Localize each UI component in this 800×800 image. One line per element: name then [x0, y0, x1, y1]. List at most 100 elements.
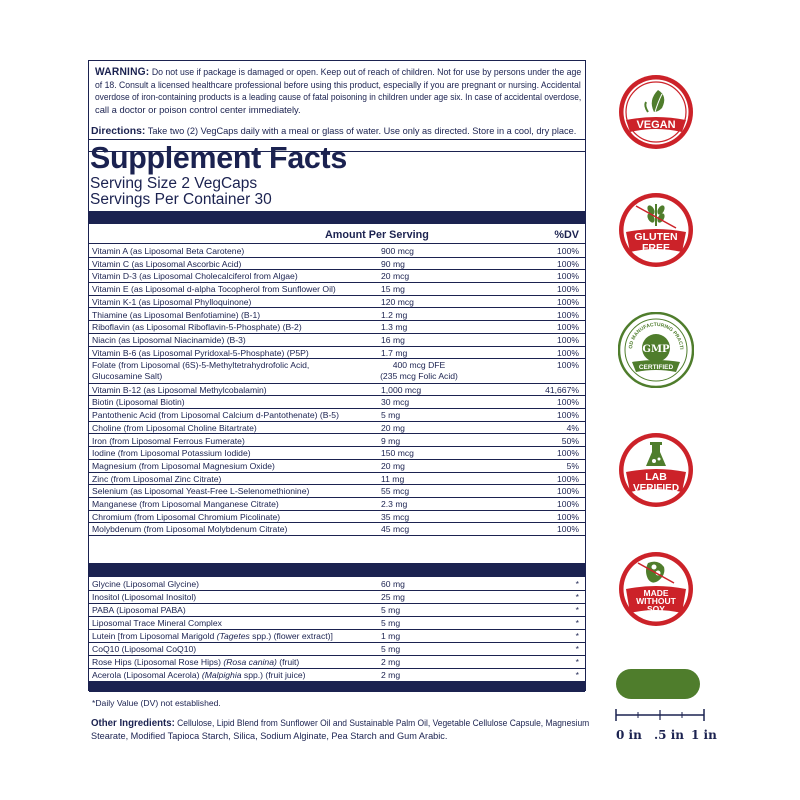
nutrient-name: Vitamin A (as Liposomal Beta Carotene): [92, 246, 245, 256]
ruler-label-0: 0 in: [616, 728, 642, 742]
warning-line-2: of 18. Consult a licensed healthcare pro…: [95, 78, 581, 90]
nutrient-name: Magnesium (from Liposomal Magnesium Oxid…: [92, 460, 275, 471]
facts-row: Niacin (as Liposomal Niacinamide) (B-3) 1…: [89, 334, 585, 347]
nutrient-amount: 5 mg: [381, 410, 401, 421]
facts-row: Inositol (Liposomal Inositol) 25 mg *: [89, 591, 585, 604]
nutrient-name: Glycine (Liposomal Glycine): [92, 579, 199, 589]
nutrient-dv: 100%: [557, 309, 579, 320]
directions: Directions: Take two (2) VegCaps daily w…: [91, 125, 587, 137]
nutrient-amount: 400 mcg DFE (235 mcg Folic Acid): [380, 360, 458, 381]
soy-text: SOY: [647, 604, 665, 614]
facts-row: Vitamin A (as Liposomal Beta Carotene) 90…: [89, 245, 585, 258]
warning-label: WARNING:: [95, 66, 150, 78]
nutrient-dv: 100%: [557, 486, 579, 497]
nutrient-amount: 2 mg: [381, 670, 401, 680]
other-ingredients-line-1: Cellulose, Lipid Blend from Sunflower Oi…: [177, 718, 590, 728]
warning-line-1: WARNING: Do not use if package is damage…: [95, 66, 582, 78]
nutrient-dv: 100%: [557, 499, 579, 509]
nutrient-name: Lutein [from Liposomal Marigold (Tagetes…: [92, 631, 333, 641]
nutrient-name: Acerola (Liposomal Acerola) (Malpighia s…: [92, 670, 306, 680]
facts-row: Zinc (from Liposomal Zinc Citrate) 11 mg 1…: [89, 473, 585, 486]
nutrient-dv: 100%: [557, 284, 579, 295]
nutrient-dv: *: [575, 644, 579, 654]
facts-row: Glycine (Liposomal Glycine) 60 mg *: [89, 578, 585, 591]
flask-icon: [646, 442, 666, 466]
nutrient-dv: 100%: [557, 258, 579, 269]
nutrient-name: Vitamin C (as Liposomal Ascorbic Acid): [92, 258, 242, 269]
free-text: FREE: [642, 242, 670, 254]
size-ruler: [615, 709, 705, 721]
other-ingredients: Other Ingredients: Cellulose, Lipid Blen…: [91, 717, 591, 742]
nutrient-name: Folate (from Liposomal (6S)-5-Methyltetr…: [92, 360, 310, 381]
facts-title: Supplement Facts: [90, 140, 347, 175]
facts-row: Thiamine (as Liposomal Benfotiamine) (B-…: [89, 309, 585, 322]
header-dv: %DV: [554, 229, 579, 241]
without-text: WITHOUT: [636, 596, 676, 606]
made-text: MADE: [643, 588, 668, 598]
nutrient-name: Chromium (from Liposomal Chromium Picoli…: [92, 511, 281, 522]
facts-row: CoQ10 (Liposomal CoQ10) 5 mg *: [89, 643, 585, 656]
nutrient-dv: *: [575, 631, 579, 641]
nutrient-amount: 150 mcg: [381, 448, 414, 459]
nutrient-amount: 16 mg: [381, 334, 405, 345]
nutrient-dv: 100%: [557, 448, 579, 459]
facts-row: Pantothenic Acid (from Liposomal Calcium…: [89, 409, 585, 422]
directions-text: Take two (2) VegCaps daily with a meal o…: [147, 126, 577, 136]
nutrient-dv: 4%: [566, 422, 579, 433]
nutrient-name: Vitamin B-12 (as Liposomal Methylcobalam…: [92, 384, 267, 395]
nutrient-dv: 100%: [557, 397, 579, 408]
nutrient-dv: 100%: [557, 271, 579, 282]
capsule-size-illustration: [616, 669, 700, 699]
wheat-icon: [635, 204, 677, 229]
facts-row: Vitamin K-1 (as Liposomal Phylloquinone)…: [89, 296, 585, 309]
nutrient-dv: 100%: [557, 246, 579, 256]
divider-bar-middle: [89, 563, 585, 577]
lab-verified-badge: LAB VERIFIED: [619, 433, 693, 507]
nutrient-dv: *: [575, 592, 579, 602]
ruler-label-1: 1 in: [691, 728, 717, 742]
facts-row: Chromium (from Liposomal Chromium Picoli…: [89, 511, 585, 524]
nutrient-dv: 100%: [557, 511, 579, 522]
nutrient-name: Manganese (from Liposomal Manganese Citr…: [92, 499, 279, 509]
facts-row: Choline (from Liposomal Choline Bitartra…: [89, 422, 585, 435]
facts-row: Vitamin B-6 (as Liposomal Pyridoxal-5-Ph…: [89, 347, 585, 360]
nutrient-dv: *: [575, 670, 579, 680]
vegan-text: VEGAN: [636, 119, 675, 131]
nutrient-name: Vitamin B-6 (as Liposomal Pyridoxal-5-Ph…: [92, 347, 309, 358]
gmp-text: GMP: [642, 344, 670, 355]
nutrient-name: Iodine (from Liposomal Potassium Iodide): [92, 448, 251, 459]
nutrient-amount: 1,000 mcg: [381, 384, 422, 395]
servings-per-container: Servings Per Container 30: [90, 191, 272, 208]
nutrient-amount: 20 mg: [381, 460, 405, 471]
nutrient-amount: 2 mg: [381, 657, 401, 667]
nutrient-amount: 5 mg: [381, 644, 401, 654]
nutrient-dv: *: [575, 618, 579, 628]
nutrient-amount: 1.2 mg: [381, 309, 408, 320]
nutrient-dv: *: [575, 605, 579, 615]
facts-row: Liposomal Trace Mineral Complex 5 mg *: [89, 617, 585, 630]
facts-row: Vitamin B-12 (as Liposomal Methylcobalam…: [89, 384, 585, 397]
nutrient-name: Molybdenum (from Liposomal Molybdenum Ci…: [92, 524, 288, 535]
nutrient-dv: 41,667%: [545, 384, 579, 395]
facts-row: Lutein [from Liposomal Marigold (Tagetes…: [89, 630, 585, 643]
nutrient-name: Thiamine (as Liposomal Benfotiamine) (B-…: [92, 309, 261, 320]
gluten-text: GLUTEN: [634, 231, 677, 243]
facts-row: PABA (Liposomal PABA) 5 mg *: [89, 604, 585, 617]
ruler-label-half: .5 in: [654, 728, 684, 742]
warning-line-4: call a doctor or poison control center i…: [95, 103, 301, 115]
nutrient-amount: 45 mcg: [381, 524, 410, 535]
nutrient-amount: 11 mg: [381, 473, 405, 484]
leaf-icon: [644, 90, 665, 113]
other-ingredients-line-2: Stearate, Modified Tapioca Starch, Silic…: [91, 730, 448, 741]
nutrient-amount: 35 mcg: [381, 511, 410, 522]
nutrient-amount: 1 mg: [381, 631, 401, 641]
facts-row: Folate (from Liposomal (6S)-5-Methyltetr…: [89, 359, 585, 384]
nutrient-dv: 100%: [557, 334, 579, 345]
nutrient-dv: 100%: [557, 296, 579, 307]
nutrient-amount: 1.3 mg: [381, 322, 408, 333]
nutrient-amount: 5 mg: [381, 618, 401, 628]
nutrient-dv: *: [575, 579, 579, 589]
footnote: *Daily Value (DV) not established.: [92, 698, 221, 708]
nutrient-name: Selenium (as Liposomal Yeast-Free L-Sele…: [92, 486, 310, 497]
facts-row: Molybdenum (from Liposomal Molybdenum Ci…: [89, 523, 585, 537]
